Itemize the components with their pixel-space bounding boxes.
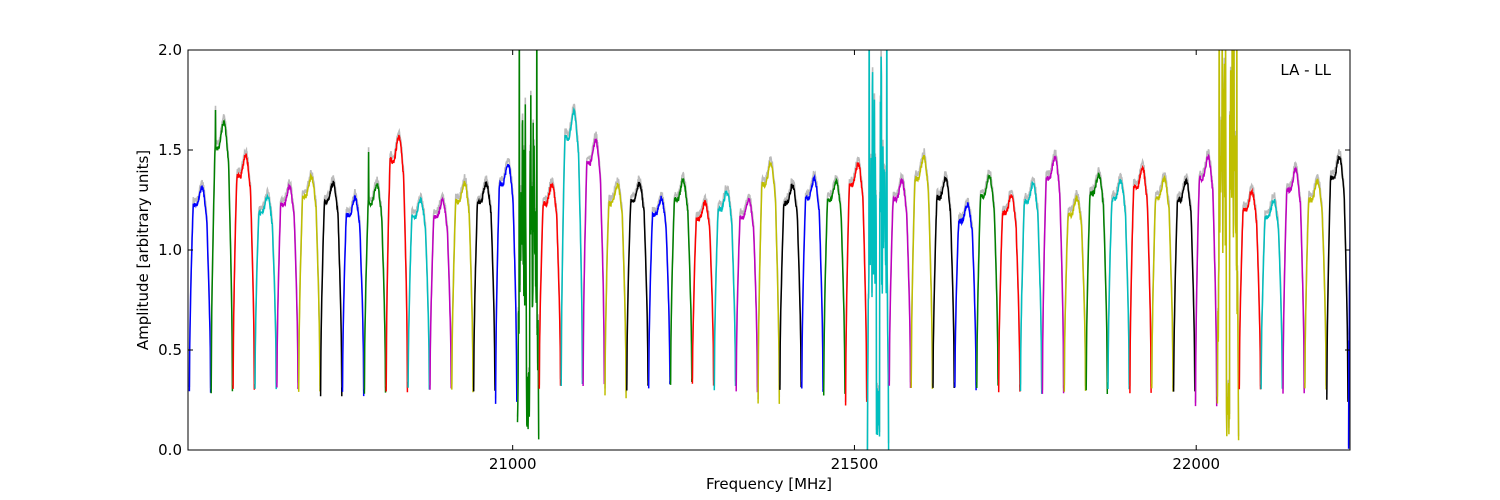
channel-trace-20	[604, 182, 627, 399]
channel-trace-16	[516, 50, 540, 440]
channel-trace-8	[341, 194, 365, 397]
channel-trace-24	[691, 199, 715, 386]
y-tick-label: 1.5	[158, 141, 182, 159]
channel-trace-14	[472, 181, 496, 392]
channel-trace-23	[669, 177, 693, 385]
channel-trace-11	[407, 196, 431, 390]
channel-trace-19	[582, 138, 606, 387]
channel-trace-1	[188, 185, 212, 393]
channel-trace-34	[910, 154, 934, 389]
channel-trace-53	[1326, 154, 1349, 402]
channel-trace-17	[538, 182, 562, 389]
channel-trace-47	[1194, 153, 1218, 407]
x-tick-label: 21000	[489, 455, 537, 473]
plot-traces	[188, 50, 1350, 450]
y-tick-label: 0.5	[158, 341, 182, 359]
channel-trace-10	[385, 134, 409, 393]
x-tick-label: 22000	[1172, 455, 1220, 473]
channel-trace-49	[1238, 187, 1262, 390]
channel-trace-50	[1260, 198, 1284, 390]
y-tick-label: 0.0	[158, 441, 182, 459]
channel-trace-51	[1282, 166, 1305, 394]
channel-trace-31	[844, 162, 868, 406]
channel-trace-35	[932, 176, 955, 389]
channel-trace-21	[626, 181, 649, 391]
channel-trace-28	[779, 183, 802, 390]
y-axis-label: Amplitude [arbitrary units]	[134, 150, 152, 350]
channel-trace-26	[735, 197, 759, 393]
channel-trace-48	[1216, 50, 1240, 441]
channel-trace-33	[888, 177, 912, 389]
channel-trace-3	[232, 153, 256, 390]
channel-trace-43	[1107, 178, 1130, 390]
channel-trace-29	[801, 173, 824, 392]
channel-trace-45	[1151, 174, 1174, 392]
channel-trace-2	[210, 109, 234, 394]
channel-trace-32	[866, 50, 890, 450]
channel-trace-41	[1063, 195, 1087, 392]
x-axis-label: Frequency [MHz]	[706, 475, 832, 493]
channel-trace-5	[276, 183, 299, 390]
channel-trace-52	[1304, 178, 1327, 390]
channel-trace-18	[560, 107, 584, 387]
y-tick-label: 1.0	[158, 241, 182, 259]
x-tick-label: 21500	[831, 455, 879, 473]
channel-trace-38	[997, 194, 1021, 393]
channel-trace-22	[647, 195, 671, 389]
channel-trace-37	[976, 173, 999, 389]
channel-trace-13	[451, 180, 474, 393]
channel-trace-25	[713, 190, 737, 391]
channel-trace-9	[363, 151, 387, 394]
channel-trace-27	[757, 160, 781, 404]
y-tick-label: 2.0	[158, 41, 182, 59]
channel-trace-30	[822, 177, 846, 396]
channel-trace-46	[1172, 177, 1196, 392]
chart-annotation: LA - LL	[1280, 61, 1331, 79]
channel-trace-42	[1085, 172, 1109, 395]
channel-trace-6	[297, 172, 321, 392]
channel-trace-12	[429, 196, 452, 390]
axis-ticks: 21000 21500 22000 0.0 0.5 1.0 1.5 2.0	[158, 41, 1350, 473]
channel-trace-4	[254, 192, 277, 390]
channel-trace-40	[1041, 155, 1065, 394]
channel-trace-36	[954, 202, 977, 391]
channel-trace-39	[1019, 181, 1043, 394]
channel-trace-7	[319, 180, 343, 397]
channel-trace-44	[1129, 164, 1152, 394]
channel-trace-15	[494, 163, 518, 404]
